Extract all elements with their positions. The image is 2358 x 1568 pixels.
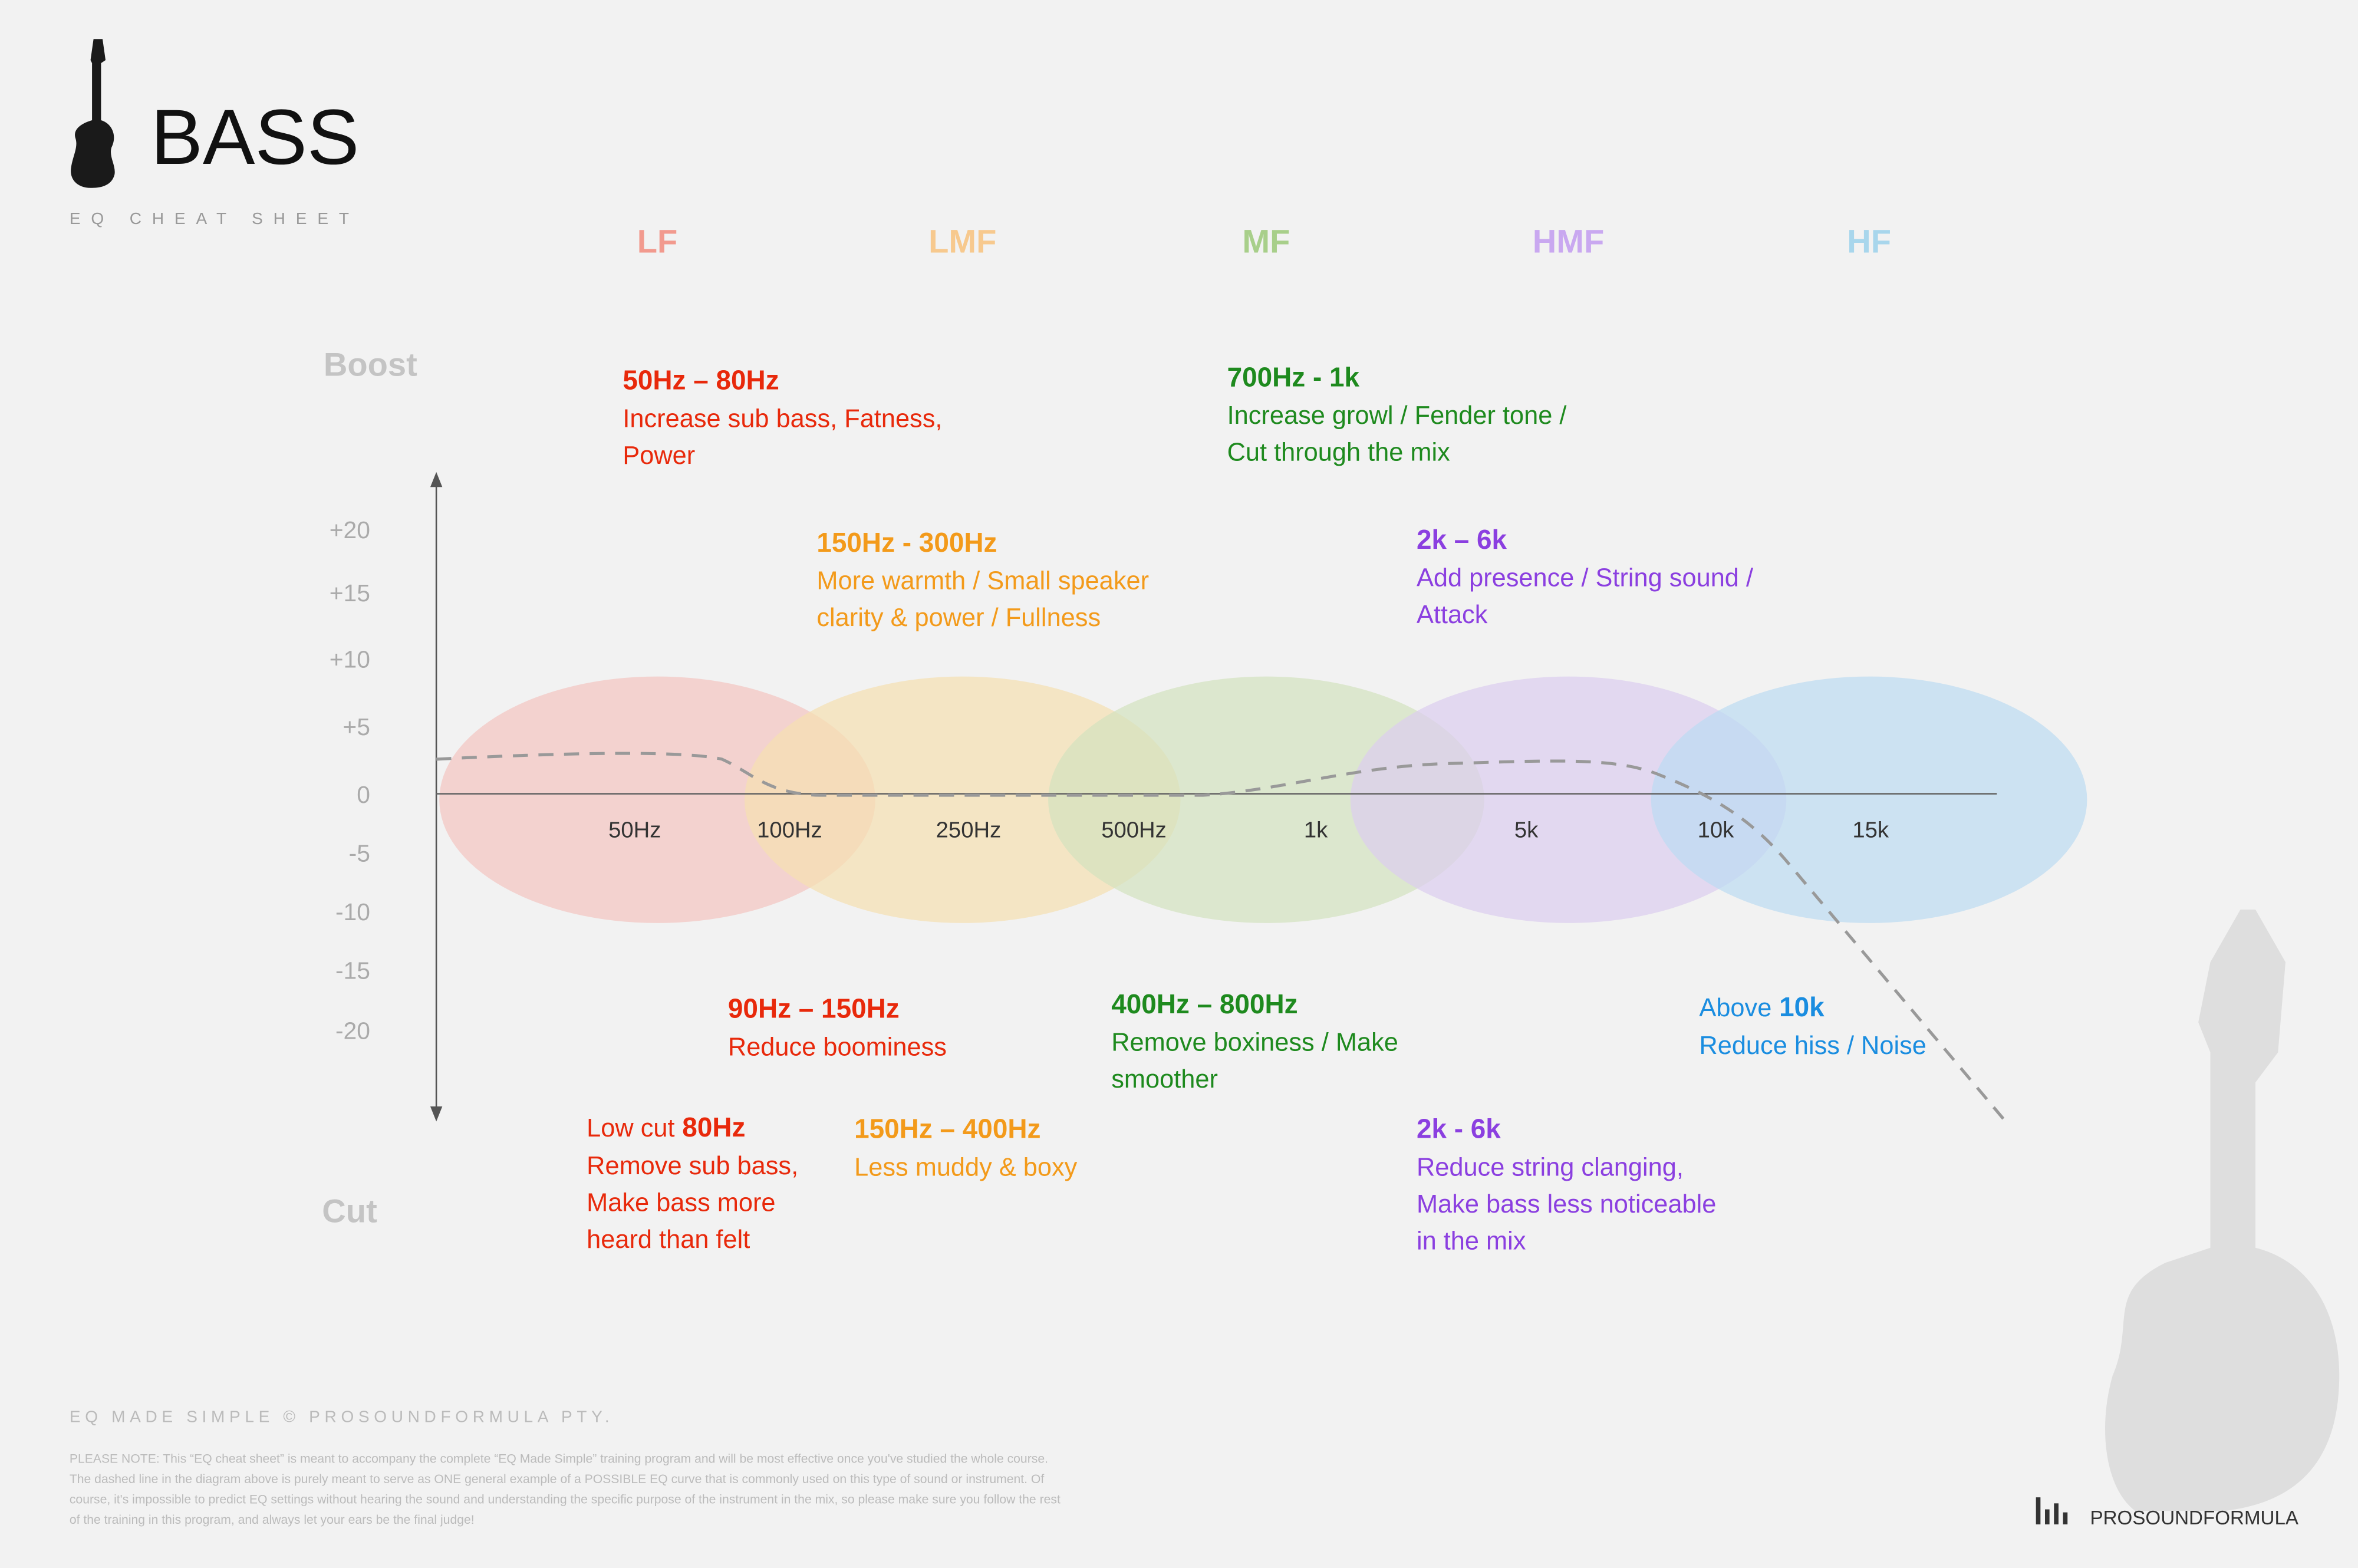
band-label: LMF xyxy=(928,222,996,259)
y-label: -15 xyxy=(335,957,370,984)
annotation-heading: 2k - 6k xyxy=(1417,1114,1501,1144)
guitar-watermark xyxy=(2105,909,2340,1511)
band-ellipse xyxy=(744,676,1181,923)
annotation-line: Less muddy & boxy xyxy=(854,1153,1078,1181)
annotation-heading: 150Hz – 400Hz xyxy=(854,1114,1040,1144)
band-ellipses xyxy=(439,676,2087,923)
band-label: HF xyxy=(1847,222,1891,259)
note-line: course, it's impossible to predict EQ se… xyxy=(70,1493,1061,1506)
x-label: 1k xyxy=(1304,818,1328,843)
copyright: EQ MADE SIMPLE © PROSOUNDFORMULA PTY. xyxy=(70,1408,614,1426)
annotation-heading: 50Hz – 80Hz xyxy=(623,365,779,396)
note-line: PLEASE NOTE: This “EQ cheat sheet” is me… xyxy=(70,1452,1048,1465)
annotation-line: Increase growl / Fender tone / xyxy=(1227,401,1567,430)
annotation-heading: 150Hz - 300Hz xyxy=(816,527,997,558)
annotation-key: 150Hz – 400Hz xyxy=(854,1114,1040,1144)
annotation-heading: 700Hz - 1k xyxy=(1227,361,1360,392)
annotation-line: clarity & power / Fullness xyxy=(816,604,1101,632)
annotation-line: Make bass more xyxy=(587,1188,775,1217)
logo-bar xyxy=(2054,1503,2059,1525)
y-label: +15 xyxy=(330,579,370,607)
annotation-key: 50Hz – 80Hz xyxy=(623,365,779,396)
x-label: 10k xyxy=(1698,818,1735,843)
y-label: +10 xyxy=(330,645,370,673)
band-ellipse xyxy=(439,676,875,923)
x-label: 15k xyxy=(1852,818,1889,843)
band-label: LF xyxy=(637,222,678,259)
band-ellipse xyxy=(1048,676,1484,923)
annotation-line: Reduce hiss / Noise xyxy=(1699,1032,1926,1060)
annotation-line: Make bass less noticeable xyxy=(1417,1190,1716,1218)
annotation-heading: Low cut 80Hz xyxy=(587,1112,745,1142)
annotation-prefix: Above xyxy=(1699,994,1771,1022)
annotation-line: in the mix xyxy=(1417,1227,1526,1255)
cut-label: Cut xyxy=(322,1192,377,1229)
annotation-prefix: Low cut xyxy=(587,1114,674,1142)
y-label: +20 xyxy=(330,516,370,543)
note-line: The dashed line in the diagram above is … xyxy=(70,1473,1045,1486)
x-label: 5k xyxy=(1514,818,1539,843)
annotation-key: 10k xyxy=(1779,991,1825,1022)
annotation-key: 2k – 6k xyxy=(1417,524,1507,555)
logo-bar xyxy=(2036,1497,2041,1525)
y-label: -5 xyxy=(349,839,370,867)
annotation-line: Power xyxy=(623,442,695,470)
annotation-heading: 2k – 6k xyxy=(1417,524,1507,555)
annotation-line: Reduce boominess xyxy=(728,1033,947,1061)
annotation-line: heard than felt xyxy=(587,1226,750,1254)
annotation-line: Increase sub bass, Fatness, xyxy=(623,404,942,433)
x-label: 250Hz xyxy=(936,818,1002,843)
annotation-key: 700Hz - 1k xyxy=(1227,361,1360,392)
x-label: 100Hz xyxy=(757,818,822,843)
annotation-key: 400Hz – 800Hz xyxy=(1111,989,1297,1019)
y-label: -10 xyxy=(335,898,370,925)
y-label: +5 xyxy=(342,713,370,740)
annotation-heading: 90Hz – 150Hz xyxy=(728,993,900,1024)
brand: PROSOUNDFORMULA xyxy=(2090,1507,2299,1529)
annotation-line: Cut through the mix xyxy=(1227,439,1451,467)
x-label: 50Hz xyxy=(608,818,661,843)
y-label: 0 xyxy=(357,781,370,808)
annotation-key: 2k - 6k xyxy=(1417,1114,1501,1144)
band-label: HMF xyxy=(1533,222,1604,259)
subtitle: EQ CHEAT SHEET xyxy=(70,209,360,228)
annotation-line: Remove boxiness / Make xyxy=(1111,1029,1398,1057)
y-label: -20 xyxy=(335,1017,370,1044)
annotation-line: Add presence / String sound / xyxy=(1417,564,1754,592)
content: LF LMF MF HMF HF +20 +15 +10 +5 0 -5 -10 -15 -20 50Hz 1… xyxy=(70,222,1926,1526)
annotation-key: 80Hz xyxy=(682,1112,745,1142)
band-label: MF xyxy=(1242,222,1290,259)
title: BASS xyxy=(151,94,360,181)
annotation-line: Attack xyxy=(1417,601,1488,629)
boost-label: Boost xyxy=(324,346,417,383)
annotation-line: More warmth / Small speaker xyxy=(816,567,1149,595)
x-label: 500Hz xyxy=(1101,818,1167,843)
band-ellipse xyxy=(1651,676,2087,923)
annotation-line: Remove sub bass, xyxy=(587,1152,798,1180)
logo-bar xyxy=(2063,1512,2068,1525)
band-ellipse xyxy=(1350,676,1787,923)
annotation-line: smoother xyxy=(1111,1065,1218,1093)
logo-bar xyxy=(2044,1509,2050,1525)
annotation-line: Reduce string clanging, xyxy=(1417,1153,1684,1181)
guitar-icon xyxy=(71,39,115,188)
annotation-key: 90Hz – 150Hz xyxy=(728,993,900,1024)
annotation-heading: 400Hz – 800Hz xyxy=(1111,989,1297,1019)
annotation-heading: Above 10k xyxy=(1699,991,1825,1022)
annotation-key: 150Hz - 300Hz xyxy=(816,527,997,558)
note-line: of the training in this program, and alw… xyxy=(70,1513,475,1527)
